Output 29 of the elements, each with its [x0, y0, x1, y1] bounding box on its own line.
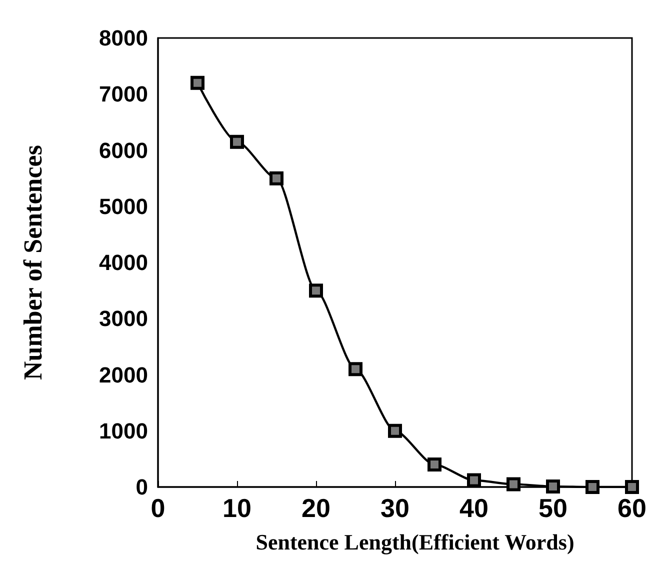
- point: [428, 458, 442, 472]
- point: [506, 477, 520, 492]
- point: [467, 473, 481, 488]
- x-tick-label: 10: [222, 493, 252, 523]
- y-tick-label: 6000: [99, 138, 148, 163]
- point: [546, 479, 560, 494]
- x-axis-title: Sentence Length(Efficient Words): [256, 530, 574, 554]
- point: [388, 424, 402, 438]
- y-tick-label: 2000: [99, 362, 148, 388]
- y-tick-label: 0: [136, 474, 148, 500]
- point: [309, 284, 323, 298]
- x-tick-label: 20: [302, 493, 330, 523]
- x-tick-label: 40: [460, 493, 488, 523]
- y-axis-title: Number of Sentences: [18, 145, 48, 380]
- point: [190, 76, 204, 90]
- point: [625, 480, 639, 494]
- point: [586, 480, 600, 494]
- y-tick-label: 1000: [99, 418, 148, 444]
- point: [270, 171, 284, 186]
- y-tick-label: 5000: [99, 194, 148, 219]
- y-tick-label: 8000: [99, 26, 148, 50]
- y-tick-label: 4000: [99, 250, 148, 275]
- y-tick-label: 7000: [99, 82, 148, 107]
- x-tick-label: 50: [538, 493, 568, 523]
- x-tick-label: 30: [380, 493, 410, 523]
- point: [348, 362, 362, 376]
- x-tick-label: 60: [618, 493, 646, 523]
- point: [230, 134, 244, 149]
- y-tick-label: 3000: [99, 306, 148, 332]
